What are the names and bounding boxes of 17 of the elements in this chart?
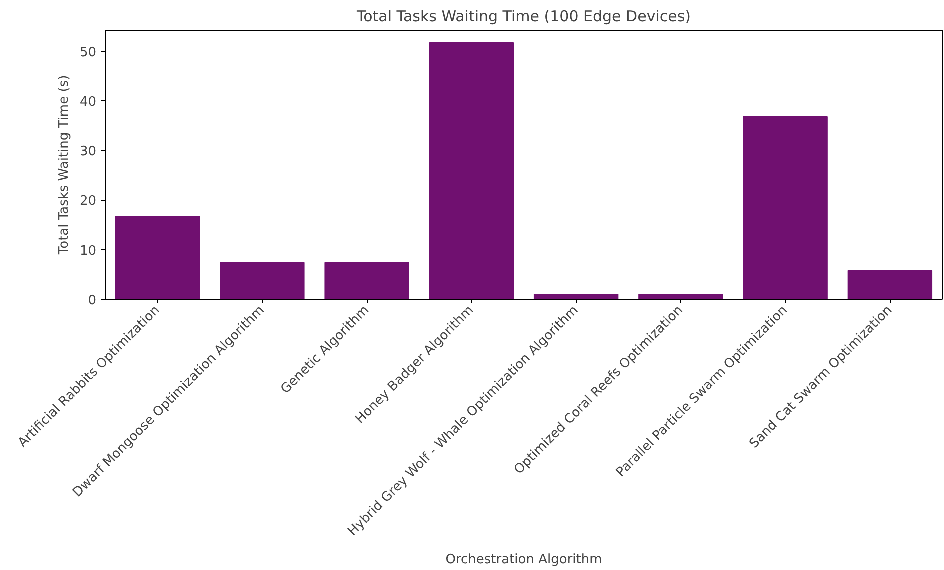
bar <box>534 294 619 300</box>
y-tick-label: 50 <box>80 45 97 60</box>
y-tick-label: 10 <box>80 244 97 259</box>
y-tick-label: 0 <box>88 294 97 308</box>
y-tick-label: 20 <box>80 194 97 210</box>
bar <box>848 270 933 300</box>
y-tick-label: 40 <box>80 94 97 110</box>
bar <box>220 262 305 300</box>
bar <box>743 116 828 300</box>
chart-title: Total Tasks Waiting Time (100 Edge Devices) <box>356 8 692 26</box>
bar <box>429 42 514 300</box>
y-tick-label: 30 <box>80 144 97 160</box>
bar <box>638 294 724 300</box>
bar <box>324 262 410 300</box>
y-axis-title: Total Tasks Waiting Time (s) <box>56 75 72 256</box>
x-axis-title: Orchestration Algorithm <box>446 552 602 568</box>
bar <box>115 216 200 300</box>
